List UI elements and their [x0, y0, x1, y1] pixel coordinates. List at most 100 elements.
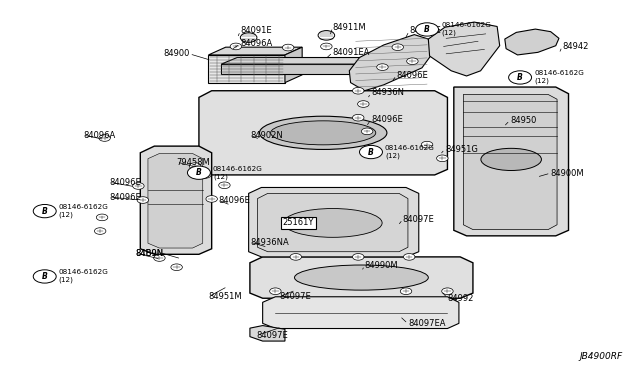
Circle shape [358, 101, 369, 108]
Circle shape [206, 196, 218, 202]
Text: 84911M: 84911M [333, 23, 366, 32]
Circle shape [403, 254, 415, 260]
Ellipse shape [481, 148, 541, 170]
Text: 84900M: 84900M [550, 169, 584, 177]
Circle shape [97, 214, 108, 221]
Circle shape [95, 228, 106, 234]
Polygon shape [221, 64, 394, 74]
Circle shape [436, 155, 448, 161]
Text: B: B [196, 168, 202, 177]
Text: 84097E: 84097E [256, 331, 288, 340]
Text: 08146-6162G
(12): 08146-6162G (12) [534, 70, 584, 84]
Circle shape [353, 114, 364, 121]
Polygon shape [454, 87, 568, 236]
Polygon shape [209, 47, 302, 55]
Text: 84096E: 84096E [218, 196, 250, 205]
Ellipse shape [294, 265, 428, 290]
Circle shape [33, 205, 56, 218]
Text: 84091E: 84091E [241, 26, 272, 35]
Text: 84902N: 84902N [250, 131, 283, 140]
Text: 84B9N: 84B9N [135, 249, 163, 258]
Text: B: B [42, 206, 47, 216]
Circle shape [400, 288, 412, 295]
Polygon shape [140, 146, 212, 254]
Polygon shape [262, 297, 459, 328]
Circle shape [219, 182, 230, 189]
Polygon shape [349, 35, 432, 91]
Text: 84096A: 84096A [241, 39, 273, 48]
Circle shape [154, 255, 165, 261]
Text: 84096A: 84096A [83, 131, 115, 140]
Text: 08146-6162G
(12): 08146-6162G (12) [441, 22, 491, 36]
Text: 08146-6162G
(12): 08146-6162G (12) [59, 269, 109, 283]
Text: 84097E: 84097E [403, 215, 435, 224]
Ellipse shape [259, 116, 387, 150]
Text: 84091EA: 84091EA [333, 48, 370, 57]
Circle shape [377, 64, 388, 70]
Polygon shape [250, 257, 473, 298]
Text: 84992: 84992 [447, 294, 474, 303]
Polygon shape [248, 187, 419, 257]
Circle shape [415, 23, 438, 36]
Circle shape [189, 163, 201, 169]
Circle shape [230, 43, 242, 50]
Text: 84096E: 84096E [371, 115, 403, 124]
Circle shape [362, 128, 373, 135]
Circle shape [99, 135, 110, 141]
Text: 84950: 84950 [510, 116, 536, 125]
Text: 84951G: 84951G [445, 145, 478, 154]
Ellipse shape [271, 121, 376, 145]
Circle shape [421, 141, 433, 148]
Circle shape [360, 145, 383, 159]
Circle shape [171, 264, 182, 270]
Text: B: B [517, 73, 523, 82]
Polygon shape [463, 94, 557, 230]
Text: 08146-6162G
(12): 08146-6162G (12) [213, 166, 263, 180]
Circle shape [241, 33, 257, 42]
Text: 84096E: 84096E [409, 26, 441, 35]
Circle shape [132, 183, 144, 189]
Circle shape [137, 197, 148, 203]
Circle shape [353, 254, 364, 260]
Polygon shape [285, 47, 302, 83]
Text: B: B [368, 148, 374, 157]
Circle shape [353, 87, 364, 94]
Polygon shape [221, 58, 409, 64]
Circle shape [282, 44, 294, 51]
Circle shape [392, 44, 403, 51]
Text: JB4900RF: JB4900RF [580, 352, 623, 361]
Text: 84936NA: 84936NA [250, 238, 289, 247]
Ellipse shape [284, 209, 382, 237]
Circle shape [321, 43, 332, 50]
Circle shape [406, 58, 418, 64]
Text: 84900: 84900 [163, 49, 189, 58]
Polygon shape [257, 193, 408, 252]
Circle shape [269, 288, 281, 295]
Polygon shape [250, 326, 285, 341]
Text: 84096E: 84096E [396, 71, 428, 80]
Circle shape [290, 254, 301, 260]
Polygon shape [148, 154, 203, 248]
Polygon shape [505, 29, 559, 55]
Text: 84096E: 84096E [109, 193, 141, 202]
Text: 84990M: 84990M [365, 261, 398, 270]
Text: 79458M: 79458M [177, 157, 211, 167]
Text: 08146-6162G
(12): 08146-6162G (12) [59, 204, 109, 218]
Circle shape [33, 270, 56, 283]
Circle shape [188, 166, 211, 179]
Text: 84097E: 84097E [279, 292, 311, 301]
Text: 84942: 84942 [562, 42, 589, 51]
Circle shape [442, 288, 453, 295]
Circle shape [509, 71, 532, 84]
Text: 84951M: 84951M [209, 292, 242, 301]
Circle shape [200, 171, 211, 178]
Text: 84B9N: 84B9N [135, 249, 163, 258]
Text: 25161Y: 25161Y [283, 218, 314, 227]
Text: 84936N: 84936N [371, 89, 404, 97]
Text: 84096E: 84096E [109, 178, 141, 187]
Text: 84097EA: 84097EA [408, 319, 445, 328]
Circle shape [318, 31, 335, 40]
Polygon shape [209, 55, 285, 83]
Text: 08146-6162G
(12): 08146-6162G (12) [385, 145, 435, 159]
Polygon shape [199, 91, 447, 175]
